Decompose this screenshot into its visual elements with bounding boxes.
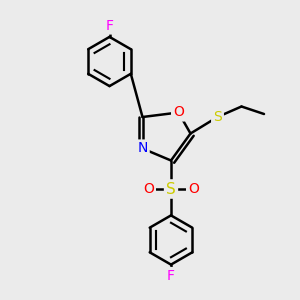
Text: O: O bbox=[173, 106, 184, 119]
Text: N: N bbox=[137, 142, 148, 155]
Text: O: O bbox=[188, 182, 199, 196]
Text: S: S bbox=[166, 182, 176, 196]
Text: S: S bbox=[213, 110, 222, 124]
Text: F: F bbox=[106, 19, 113, 32]
Text: O: O bbox=[143, 182, 154, 196]
Text: F: F bbox=[167, 269, 175, 283]
